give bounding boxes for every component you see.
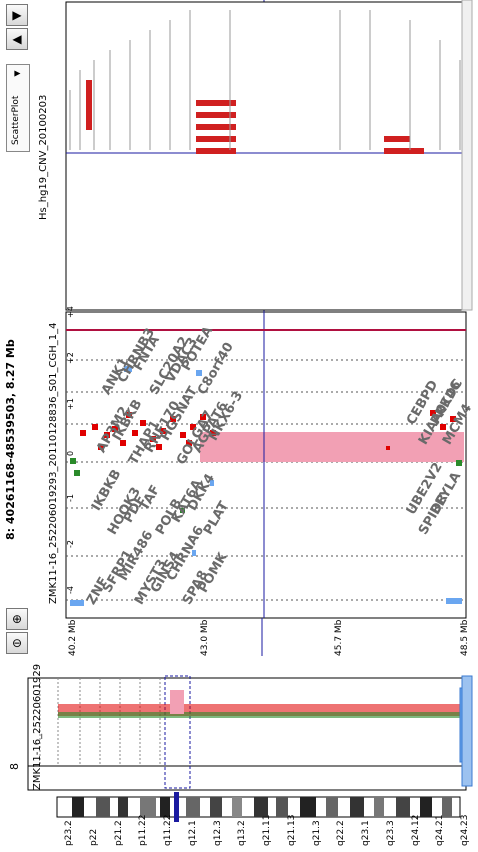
y-tick-label: -4: [66, 586, 75, 594]
band-label: p22: [88, 828, 99, 846]
band-label: q21.3: [311, 820, 322, 846]
prev-button[interactable]: ◀: [6, 28, 28, 50]
band-label: q12.3: [212, 820, 223, 846]
axis-tick-label: 48.5 Mb: [460, 619, 470, 656]
band-label: q22.2: [336, 820, 347, 846]
band-label: p23.2: [64, 820, 74, 846]
band-label: q23.1: [361, 820, 371, 846]
y-tick-label: +2: [66, 352, 75, 364]
band-label: q24.21: [435, 814, 446, 846]
y-tick-label: 0: [66, 450, 75, 456]
y-tick-label: +4: [66, 306, 75, 318]
arrow-left-icon: ◀: [12, 32, 22, 46]
chevron-down-icon: ▼: [12, 70, 22, 77]
band-label: q24.23: [460, 814, 470, 846]
axis-tick-label: 43.0 Mb: [200, 619, 210, 656]
band-label: q21.11: [262, 814, 272, 846]
cytoband[interactable]: [56, 792, 461, 822]
zoom-in-icon: ⊕: [11, 612, 23, 626]
band-label: q23.3: [385, 820, 396, 846]
cnv-track-label: Hs_hg19_CNV_20100203: [38, 94, 49, 220]
next-button[interactable]: ▶: [6, 4, 28, 26]
band-label: q11.22: [163, 814, 173, 846]
y-tick-label: -2: [66, 540, 75, 548]
overview-plot: [27, 675, 469, 791]
overview-sample-label: ZMK11-16_25220601929: [32, 663, 43, 790]
sample-label: ZMK11-16_252206019293_20110128836_S01_CG…: [48, 322, 59, 604]
cnv-track: [65, 1, 467, 311]
y-tick-label: +1: [66, 398, 75, 410]
view-mode-select[interactable]: ScatterPlot ▼: [6, 64, 30, 152]
chromosome-number: 8: [8, 763, 21, 770]
y-tick-label: -1: [66, 494, 75, 502]
zoom-out-icon: ⊖: [11, 636, 23, 650]
zoom-in-button[interactable]: ⊕: [6, 608, 28, 630]
band-label: q12.1: [187, 820, 198, 846]
band-label: q24.12: [410, 814, 421, 846]
region-title: 8: 40261168-48539503, 8.27 Mb: [4, 339, 17, 540]
zoom-out-button[interactable]: ⊖: [6, 632, 28, 654]
band-label: p21.2: [113, 820, 124, 846]
axis-tick-label: 40.2 Mb: [68, 619, 78, 656]
view-mode-label: ScatterPlot: [11, 95, 21, 145]
region-plot: [65, 0, 467, 656]
axis-tick-label: 45.7 Mb: [334, 619, 344, 656]
band-label: q21.13: [286, 814, 297, 846]
band-label: p11.22: [138, 814, 149, 846]
band-label: q13.2: [237, 820, 248, 846]
arrow-right-icon: ▶: [12, 8, 22, 22]
